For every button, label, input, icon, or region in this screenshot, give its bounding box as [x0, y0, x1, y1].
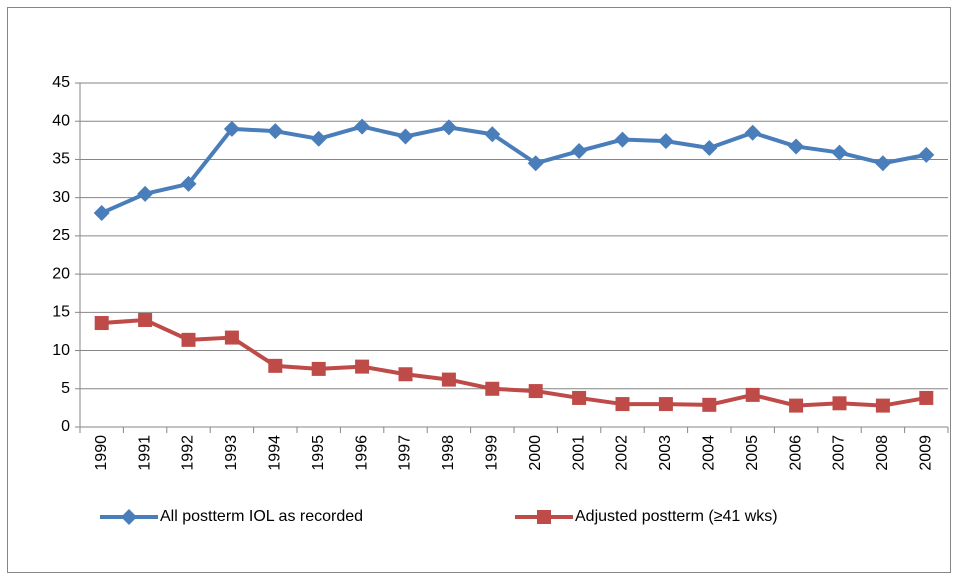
x-tick-label: 1995	[310, 435, 327, 471]
legend-label: Adjusted postterm (≥41 wks)	[575, 508, 778, 525]
data-point	[874, 155, 891, 172]
x-tick-label: 2005	[744, 435, 761, 471]
x-tick-label: 1992	[180, 435, 197, 471]
x-tick-label: 2009	[918, 435, 935, 471]
data-point	[224, 330, 239, 345]
data-point	[93, 204, 110, 221]
data-point	[918, 146, 935, 163]
legend-label: All postterm IOL as recorded	[160, 508, 363, 525]
x-tick-label: 1990	[93, 435, 110, 471]
y-tick-label: 5	[61, 380, 70, 397]
y-tick-label: 40	[52, 112, 70, 129]
x-tick-label: 2001	[570, 435, 587, 471]
legend-marker	[537, 510, 551, 524]
data-point	[484, 126, 501, 143]
x-tick-label: 1993	[223, 435, 240, 471]
data-point	[875, 398, 890, 413]
x-tick-label: 1998	[440, 435, 457, 471]
data-point	[440, 119, 457, 136]
data-point	[180, 175, 197, 192]
data-point	[657, 133, 674, 150]
x-tick-label: 2004	[701, 435, 718, 471]
data-point	[831, 144, 848, 161]
y-tick-label: 45	[52, 74, 70, 91]
y-tick-label: 25	[52, 227, 70, 244]
y-tick-label: 15	[52, 304, 70, 321]
data-point	[223, 120, 240, 137]
data-point	[527, 155, 544, 172]
data-point	[310, 130, 327, 147]
data-point	[919, 390, 934, 405]
x-tick-label: 1997	[397, 435, 414, 471]
legend-marker	[121, 509, 137, 525]
y-tick-label: 30	[52, 189, 70, 206]
chart-border	[7, 7, 951, 573]
data-point	[181, 332, 196, 347]
data-point	[702, 397, 717, 412]
data-point	[138, 312, 153, 327]
data-point	[398, 367, 413, 382]
data-point	[441, 372, 456, 387]
data-point	[745, 387, 760, 402]
data-point	[94, 316, 109, 331]
data-point	[789, 398, 804, 413]
x-tick-label: 2002	[614, 435, 631, 471]
data-point	[701, 139, 718, 156]
data-point	[788, 138, 805, 155]
x-tick-label: 2008	[874, 435, 891, 471]
data-point	[355, 359, 370, 374]
x-tick-label: 1991	[136, 435, 153, 471]
series-line	[101, 317, 927, 408]
x-tick-label: 1996	[353, 435, 370, 471]
x-tick-label: 2007	[831, 435, 848, 471]
data-point	[572, 390, 587, 405]
data-point	[528, 384, 543, 399]
data-point	[615, 397, 630, 412]
data-point	[485, 381, 500, 396]
x-tick-label: 1999	[484, 435, 501, 471]
data-point	[268, 358, 283, 373]
x-tick-label: 2003	[657, 435, 674, 471]
data-point	[744, 124, 761, 141]
data-point	[832, 396, 847, 411]
y-tick-label: 10	[52, 342, 70, 359]
x-tick-label: 2000	[527, 435, 544, 471]
data-point	[267, 123, 284, 140]
y-tick-label: 20	[52, 265, 70, 282]
data-point	[397, 128, 414, 145]
data-point	[137, 185, 154, 202]
y-tick-label: 0	[61, 418, 70, 435]
data-point	[311, 361, 326, 376]
data-point	[571, 143, 588, 160]
y-tick-label: 35	[52, 151, 70, 168]
data-point	[614, 131, 631, 148]
data-point	[354, 118, 371, 135]
x-tick-label: 2006	[787, 435, 804, 471]
data-point	[658, 397, 673, 412]
x-tick-label: 1994	[267, 435, 284, 471]
